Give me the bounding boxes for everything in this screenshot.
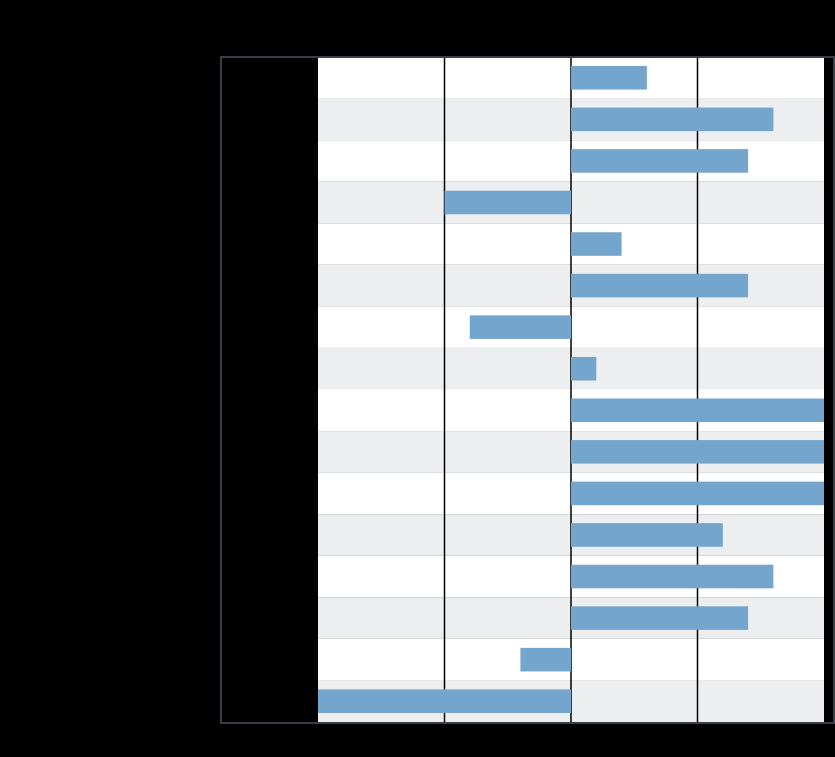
bar xyxy=(571,107,774,132)
bar xyxy=(571,523,723,547)
bar xyxy=(571,273,749,298)
bar xyxy=(571,481,824,506)
bar xyxy=(444,190,571,215)
bar xyxy=(571,398,824,423)
bar xyxy=(571,440,824,464)
plot-frame xyxy=(220,56,835,724)
bar xyxy=(571,232,622,256)
bar xyxy=(571,564,774,589)
bar xyxy=(571,149,749,173)
bar xyxy=(520,647,571,672)
bar xyxy=(469,315,571,339)
bars xyxy=(318,66,824,713)
bar xyxy=(571,356,597,381)
bar xyxy=(571,606,749,630)
bar xyxy=(571,66,647,90)
bar xyxy=(318,689,571,713)
